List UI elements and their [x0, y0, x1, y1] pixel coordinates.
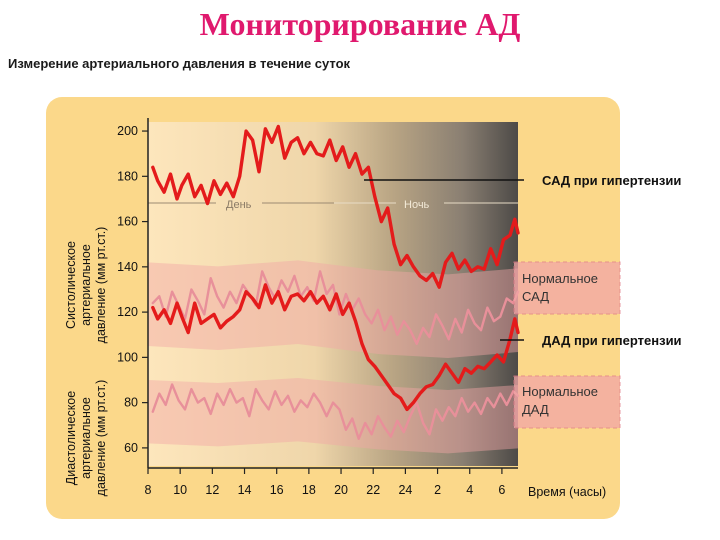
x-tick-label-1: 10 [173, 483, 187, 497]
y-axis-label-systolic: Систолическоеартериальноедавление (мм рт… [64, 227, 108, 344]
dbp-normal-label-line1: Нормальное [522, 384, 598, 399]
y-tick-label-180: 180 [117, 169, 138, 183]
sbp-normal-line [151, 270, 520, 345]
x-tick-label-11: 6 [498, 483, 505, 497]
y-tick-label-200: 200 [117, 124, 138, 138]
sbp-normal-band [148, 260, 518, 359]
y-tick-label-60: 60 [124, 441, 138, 455]
y-tick-label-100: 100 [117, 350, 138, 364]
x-tick-label-8: 24 [398, 483, 412, 497]
sbp-hyper-annotation: САД при гипертензии [542, 173, 681, 188]
x-tick-label-0: 8 [145, 483, 152, 497]
night-label: Ночь [404, 199, 430, 211]
dbp-hyper-annotation: ДАД при гипертензии [542, 333, 682, 348]
sbp-hyper-line [151, 124, 520, 289]
y-tick-label-80: 80 [124, 396, 138, 410]
x-tick-label-2: 12 [205, 483, 219, 497]
y-tick-label-140: 140 [117, 260, 138, 274]
x-tick-label-9: 2 [434, 483, 441, 497]
day-label: День [226, 199, 252, 211]
chart-subtitle: Измерение артериального давления в течен… [8, 56, 351, 71]
dbp-normal-line [151, 383, 520, 440]
x-tick-label-6: 20 [334, 483, 348, 497]
x-tick-label-3: 14 [238, 483, 252, 497]
dbp-normal-label-line2: ДАД [522, 402, 549, 417]
page-title: Мониторирование АД [199, 6, 521, 42]
x-tick-label-4: 16 [270, 483, 284, 497]
y-tick-label-120: 120 [117, 305, 138, 319]
x-tick-label-10: 4 [466, 483, 473, 497]
sbp-normal-label-line2: САД [522, 289, 549, 304]
y-tick-label-160: 160 [117, 215, 138, 229]
dbp-hyper-line [151, 283, 520, 412]
dbp-normal-band [148, 378, 518, 454]
x-tick-label-7: 22 [366, 483, 380, 497]
dbp-normal-label-box [513, 375, 621, 429]
sbp-normal-label-line1: Нормальное [522, 271, 598, 286]
y-axis-label-diastolic: Диастолическоеартериальноедавление (мм р… [64, 380, 108, 497]
x-axis-label: Время (часы) [528, 485, 606, 499]
sbp-normal-label-box [513, 261, 621, 315]
x-tick-label-5: 18 [302, 483, 316, 497]
